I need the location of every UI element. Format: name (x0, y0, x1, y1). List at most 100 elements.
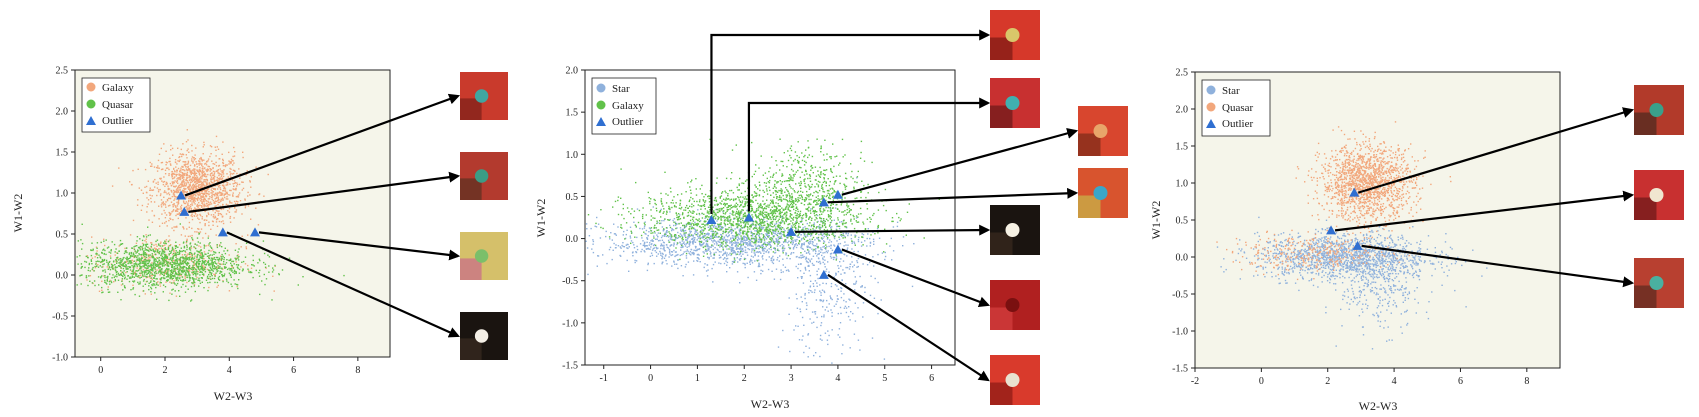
data-point (201, 252, 203, 254)
data-point (142, 192, 144, 194)
data-point (114, 275, 116, 277)
data-point (106, 261, 108, 263)
data-point (818, 233, 820, 236)
data-point (179, 178, 182, 180)
data-point (164, 264, 167, 266)
data-point (165, 181, 168, 184)
data-point (98, 260, 100, 263)
data-point (195, 247, 197, 250)
data-point (183, 169, 185, 171)
data-point (762, 247, 764, 250)
data-point (687, 261, 690, 263)
data-point (219, 244, 221, 246)
data-point (617, 226, 619, 228)
data-point (146, 273, 148, 275)
data-point (203, 192, 206, 195)
data-point (706, 275, 709, 277)
data-point (157, 249, 159, 252)
data-point (790, 253, 792, 255)
data-point (194, 207, 196, 209)
data-point (173, 199, 175, 201)
data-point (232, 160, 234, 162)
data-point (122, 283, 124, 285)
data-point (718, 254, 721, 256)
data-point (189, 249, 192, 251)
data-point (171, 261, 173, 263)
data-point (854, 302, 856, 304)
data-point (775, 233, 778, 236)
data-point (200, 205, 203, 207)
data-point (205, 191, 208, 193)
data-point (190, 285, 193, 288)
data-point (673, 245, 675, 247)
data-point (187, 186, 189, 189)
data-point (154, 248, 157, 250)
data-point (150, 165, 152, 167)
data-point (211, 247, 213, 249)
data-point (742, 250, 745, 252)
data-point (178, 178, 180, 180)
data-point (691, 225, 693, 228)
data-point (92, 266, 94, 269)
data-point (218, 213, 220, 215)
data-point (76, 256, 78, 258)
data-point (203, 141, 205, 144)
data-point (196, 214, 199, 216)
data-point (222, 165, 225, 167)
data-point (733, 251, 736, 254)
data-point (107, 286, 109, 288)
data-point (130, 289, 132, 291)
data-point (189, 188, 191, 190)
data-point (241, 270, 244, 272)
data-point (123, 265, 126, 268)
data-point (91, 263, 93, 265)
data-point (224, 267, 226, 269)
data-point (215, 165, 218, 167)
data-point (205, 279, 208, 281)
data-point (206, 219, 208, 221)
data-point (842, 232, 844, 235)
data-point (621, 244, 623, 247)
data-point (200, 254, 202, 256)
data-point (125, 268, 127, 270)
data-point (705, 239, 707, 242)
data-point (120, 299, 122, 301)
data-point (196, 170, 199, 173)
data-point (138, 253, 140, 255)
data-point (797, 325, 799, 327)
data-point (146, 280, 148, 283)
data-point (809, 235, 812, 237)
data-point (200, 187, 202, 189)
data-point (187, 181, 189, 183)
data-point (212, 167, 214, 170)
data-point (142, 285, 144, 287)
data-point (128, 280, 131, 283)
data-point (656, 238, 658, 240)
data-point (689, 232, 692, 234)
data-point (198, 184, 200, 186)
data-point (732, 249, 734, 251)
data-point (213, 201, 216, 203)
data-point (762, 226, 764, 229)
data-point (635, 251, 638, 254)
data-point (138, 257, 140, 259)
data-point (816, 260, 818, 263)
data-point (653, 247, 656, 249)
data-point (197, 271, 199, 273)
data-point (661, 256, 664, 258)
data-point (816, 243, 818, 245)
data-point (147, 246, 149, 248)
data-point (139, 274, 142, 276)
data-point (213, 217, 215, 219)
data-point (165, 161, 167, 163)
data-point (191, 172, 193, 174)
data-point (186, 209, 188, 211)
data-point (176, 260, 178, 262)
data-point (174, 170, 176, 172)
data-point (813, 311, 816, 313)
data-point (226, 259, 228, 261)
data-point (157, 167, 159, 169)
data-point (174, 275, 176, 278)
data-point (167, 279, 169, 281)
data-point (224, 165, 226, 167)
